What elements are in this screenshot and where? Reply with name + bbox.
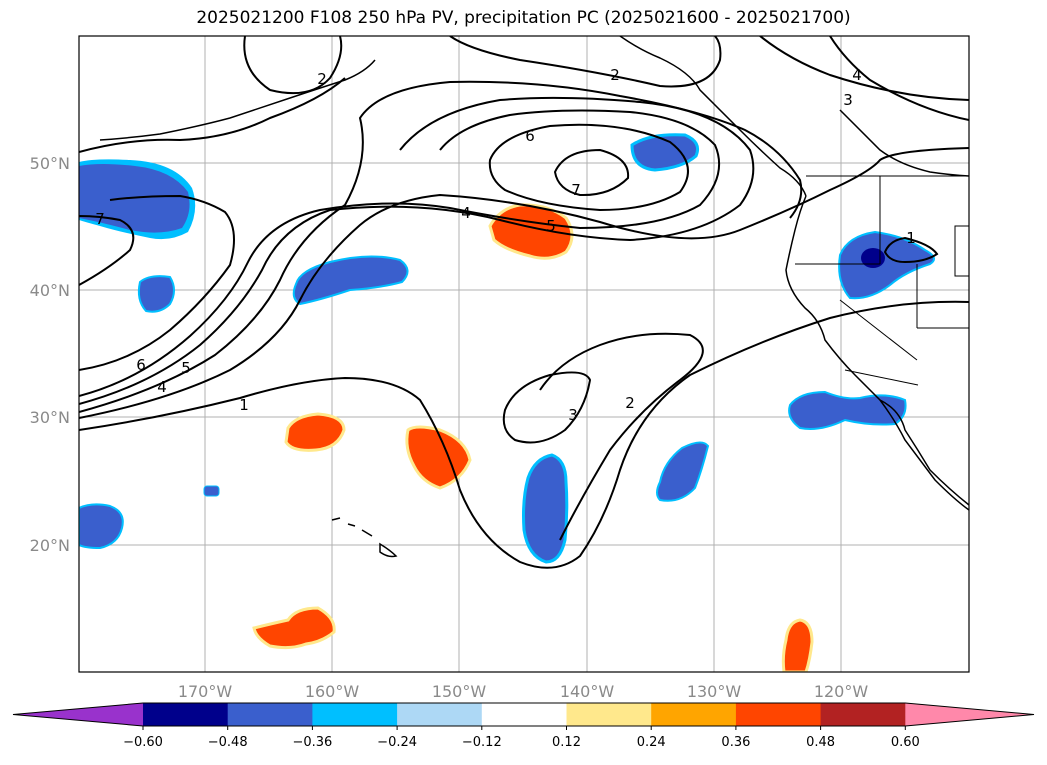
map-title: 2025021200 F108 250 hPa PV, precipitatio… — [196, 8, 851, 28]
colorbar-tick-label: 0.24 — [637, 735, 666, 750]
contour-5-main — [79, 109, 721, 397]
contour-3-loop — [502, 371, 592, 444]
canada-inland — [839, 109, 969, 177]
contour-7-west — [79, 215, 135, 286]
lon-label-150w: 150°W — [432, 682, 487, 701]
coastlines — [99, 36, 969, 558]
precip-blob-14n-163w — [252, 606, 336, 650]
colorbar-segment — [397, 703, 483, 726]
contour-4-main — [79, 96, 755, 405]
contour-label-4-mid: 4 — [461, 204, 471, 222]
colorbar-tick-label: −0.48 — [208, 735, 248, 750]
latitude-labels: 50°N 40°N 30°N 20°N — [30, 154, 70, 555]
contour-3-main — [79, 80, 803, 413]
colorbar-tick-label: −0.12 — [462, 735, 502, 750]
contour-label-3-trough: 3 — [568, 406, 578, 424]
alaska-coast — [619, 36, 807, 197]
precip-blob-22n-143w — [522, 453, 569, 564]
precip-blob-29n-162w — [284, 412, 346, 452]
contour-label-7-mid: 7 — [571, 181, 581, 199]
contour-3-ne — [829, 36, 969, 121]
colorbar-segment — [227, 703, 313, 726]
pv-contours — [79, 36, 969, 569]
colorbar-tick-label: 0.48 — [806, 735, 835, 750]
contour-label-6-mid: 6 — [525, 127, 535, 145]
contour-label-3-ne: 3 — [843, 91, 853, 109]
contour-6-main — [79, 194, 235, 371]
map-frame — [78, 35, 970, 673]
contour-7-loop — [553, 148, 630, 197]
colorbar-tick-label: −0.60 — [123, 735, 163, 750]
colorbar-tick-label: −0.24 — [377, 735, 417, 750]
colorbar-extend-min — [13, 703, 143, 726]
contour-label-2-north: 2 — [610, 66, 620, 84]
colorbar-segment — [566, 703, 652, 726]
lon-label-130w: 130°W — [687, 682, 742, 701]
contour-label-5-mid: 5 — [546, 217, 556, 235]
contour-label-2-nw: 2 — [317, 70, 327, 88]
map-background — [79, 36, 969, 672]
colorbar-segment — [312, 703, 398, 726]
colorbar-tick-label: 0.36 — [721, 735, 750, 750]
lon-label-170w: 170°W — [178, 682, 233, 701]
precip-blob-24n-169w — [203, 485, 220, 497]
lon-label-160w: 160°W — [305, 682, 360, 701]
colorbar-tick-label: 0.12 — [552, 735, 581, 750]
contour-label-4-ne: 4 — [852, 66, 862, 84]
contour-nw-loop — [243, 36, 343, 95]
contour-label-2-trough: 2 — [625, 394, 635, 412]
contour-label-7-west: 7 — [95, 210, 105, 228]
baja — [879, 399, 969, 511]
contour-2-north — [449, 36, 722, 88]
colorbar-segment — [651, 703, 737, 726]
contour-1-loop — [883, 236, 939, 264]
borders — [795, 175, 969, 386]
precip-blob-51n-135w — [630, 133, 700, 172]
colorbar-segment — [481, 703, 567, 726]
hawaii — [331, 517, 398, 558]
contour-label-5-west: 5 — [181, 359, 191, 377]
precip-blob-21n-180w — [79, 503, 124, 550]
contour-4-ne — [759, 36, 969, 101]
precip-blob-41n-155w — [292, 255, 409, 306]
contour-labels: 1 1 2 2 2 3 3 4 4 4 5 5 6 6 7 7 — [95, 66, 916, 424]
precip-blob-30n-120w — [788, 390, 907, 430]
contour-label-4-west: 4 — [157, 378, 167, 396]
contour-label-1-east: 1 — [906, 229, 916, 247]
lat-label-20n: 20°N — [30, 536, 70, 555]
contour-6-loop — [488, 123, 689, 212]
lat-label-40n: 40°N — [30, 281, 70, 300]
precip-blob-12n-123w — [781, 618, 814, 672]
lat-label-30n: 30°N — [30, 408, 70, 427]
contour-label-6-west: 6 — [136, 356, 146, 374]
colorbar-segment — [820, 703, 906, 726]
aleutians — [99, 59, 376, 141]
lon-label-140w: 140°W — [560, 682, 615, 701]
precip-blob-25n-132w — [656, 441, 710, 502]
colorbar: −0.60 −0.48 −0.36 −0.24 −0.12 0.12 0.24 0.36 0.4… — [12, 702, 1035, 750]
colorbar-tick-label: 0.60 — [891, 735, 920, 750]
lon-label-120w: 120°W — [814, 682, 869, 701]
lat-label-50n: 50°N — [30, 154, 70, 173]
contour-label-1-west: 1 — [239, 396, 249, 414]
colorbar-tick-label: −0.36 — [292, 735, 332, 750]
colorbar-extend-max — [905, 703, 1034, 726]
precip-positive-regions — [252, 203, 814, 672]
contour-nw-2 — [79, 77, 346, 153]
colorbar-segment — [143, 703, 229, 726]
north-america-coast — [785, 195, 969, 506]
precip-blob-40n-173w — [137, 275, 175, 313]
longitude-labels: 170°W 160°W 150°W 140°W 130°W 120°W — [178, 682, 869, 701]
contour-1-line — [79, 300, 969, 569]
contour-2-trough — [539, 332, 704, 541]
precip-blob-42n-117w — [838, 230, 935, 300]
colorbar-segment — [735, 703, 822, 726]
graticule — [79, 36, 969, 672]
contour-2-line — [79, 147, 969, 419]
